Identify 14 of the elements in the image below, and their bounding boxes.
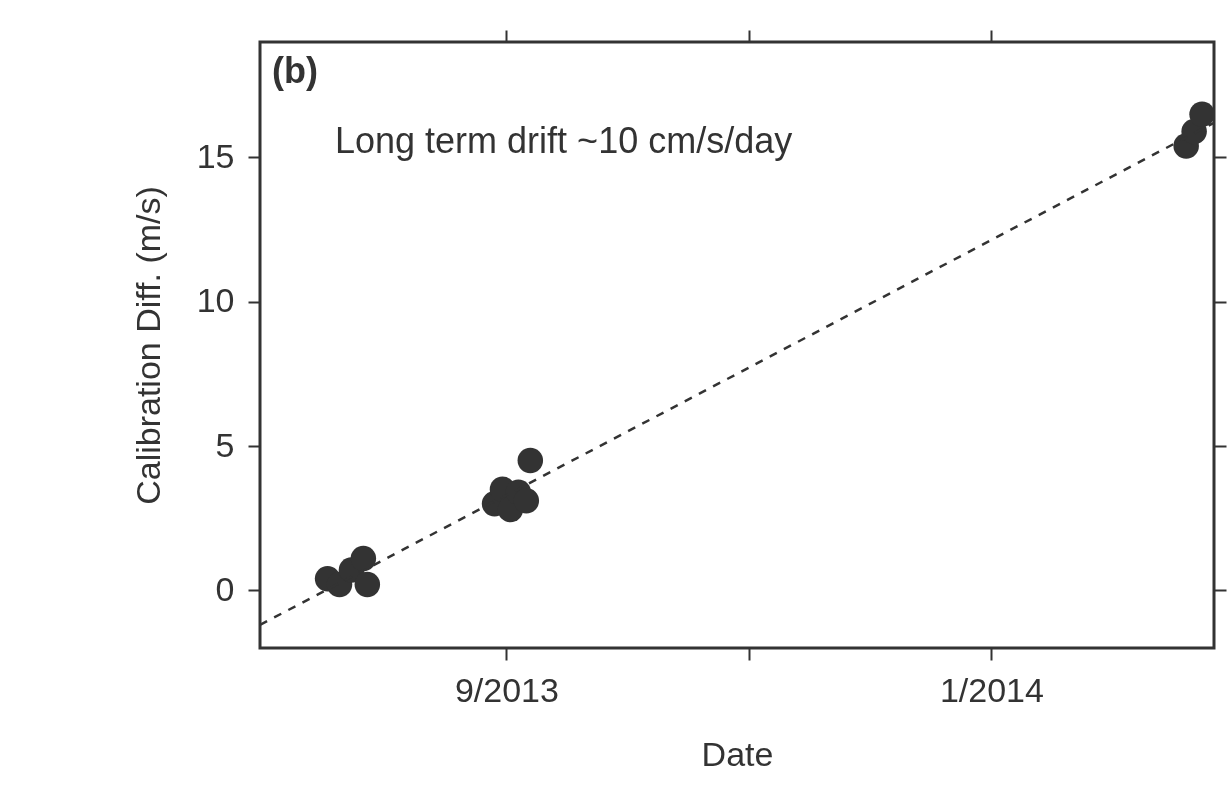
point — [517, 447, 544, 474]
annotation: (b) — [272, 50, 318, 91]
point — [350, 545, 377, 572]
x-tick-label: 9/2013 — [454, 670, 559, 709]
x-tick-label: 1/2014 — [939, 670, 1044, 709]
y-tick-label: 10 — [196, 281, 235, 320]
y-tick-label: 5 — [215, 425, 235, 464]
annotation: Long term drift ~10 cm/s/day — [335, 120, 793, 161]
x-axis-title: Date — [701, 734, 774, 773]
point — [1189, 101, 1214, 127]
y-tick-label: 15 — [196, 136, 235, 175]
y-axis-title: Calibration Diff. (m/s) — [128, 186, 167, 505]
point — [354, 571, 381, 598]
y-tick-label: 0 — [215, 569, 235, 608]
